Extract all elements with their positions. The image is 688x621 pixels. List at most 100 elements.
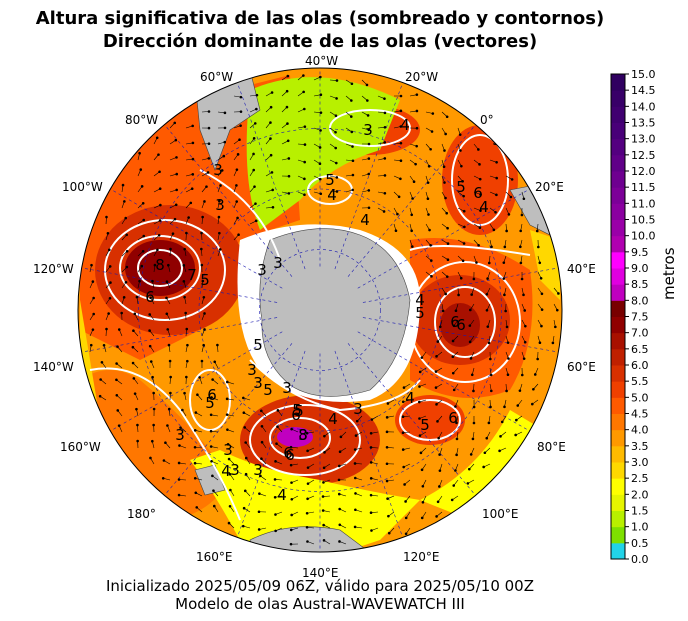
- longitude-label: 120°W: [33, 262, 74, 276]
- colorbar-segment: [611, 74, 625, 91]
- colorbar-tick-label: 4.0: [631, 424, 649, 437]
- contour-label: 4: [327, 186, 337, 204]
- colorbar-segment: [611, 542, 625, 560]
- contour-label: 4: [405, 389, 415, 407]
- contour-label: 3: [353, 400, 363, 418]
- contour-label: 6: [283, 444, 293, 462]
- colorbar-tick-label: 11.5: [631, 181, 656, 194]
- colorbar-segment: [611, 445, 625, 463]
- contour-label: 6: [450, 313, 460, 331]
- colorbar-segment: [611, 203, 625, 220]
- contour-label: 4: [221, 462, 231, 480]
- longitude-label: 140°W: [33, 360, 74, 374]
- colorbar-segment: [611, 397, 625, 414]
- colorbar-segment: [611, 429, 625, 447]
- longitude-label: 60°W: [200, 70, 234, 84]
- colorbar-segment: [611, 268, 625, 285]
- contour-label: 5: [456, 178, 466, 196]
- colorbar-segment: [611, 348, 625, 366]
- colorbar-tick-label: 15.0: [631, 68, 656, 81]
- colorbar-segment: [611, 284, 625, 301]
- colorbar-tick-label: 7.0: [631, 327, 649, 340]
- colorbar-tick-label: 5.0: [631, 391, 649, 404]
- colorbar-tick-label: 1.5: [631, 505, 649, 518]
- colorbar-tick-label: 12.5: [631, 149, 656, 162]
- longitude-label: 160°E: [196, 550, 233, 564]
- contour-label: 4: [400, 116, 410, 134]
- longitude-label: 100°W: [62, 180, 103, 194]
- colorbar-segment: [611, 154, 625, 172]
- contour-label: 4: [360, 211, 370, 229]
- wave-direction-vectors: [89, 74, 560, 546]
- contour-label: 3: [230, 461, 240, 479]
- colorbar-tick-label: 11.0: [631, 197, 656, 210]
- contour-label: 6: [473, 184, 483, 202]
- contour-label: 7: [187, 266, 197, 284]
- longitude-label: 0°: [480, 113, 494, 127]
- longitude-label: 80°E: [537, 440, 566, 454]
- colorbar-segment: [611, 90, 625, 107]
- wave-peak-south: [277, 427, 313, 447]
- longitude-label: 60°E: [567, 360, 596, 374]
- contour-label: 3: [253, 374, 263, 392]
- colorbar-units: metros: [660, 247, 678, 300]
- colorbar-segment: [611, 462, 625, 479]
- colorbar-tick-label: 4.5: [631, 408, 649, 421]
- colorbar-segment: [611, 478, 625, 495]
- contour-label: 6: [291, 406, 301, 424]
- contour-label: 3: [213, 161, 223, 179]
- colorbar-segment: [611, 332, 625, 350]
- contour-label: 3: [215, 196, 225, 214]
- contour-label: 5: [200, 271, 210, 289]
- colorbar-tick-label: 0.0: [631, 553, 649, 566]
- graticule: [81, 68, 559, 552]
- colorbar-tick-label: 2.0: [631, 488, 649, 501]
- colorbar-tick-label: 10.5: [631, 214, 656, 227]
- contour-label: 4: [415, 291, 425, 309]
- contour-label: 3: [273, 254, 283, 272]
- contour-label: 6: [145, 288, 155, 306]
- colorbar-tick-label: 2.5: [631, 472, 649, 485]
- longitude-label: 20°E: [535, 180, 564, 194]
- map-subtitle: Dirección dominante de las olas (vectore…: [102, 31, 538, 52]
- colorbar-tick-label: 14.0: [631, 100, 656, 113]
- colorbar-segment: [611, 526, 625, 544]
- longitude-label: 20°W: [405, 70, 439, 84]
- colorbar-tick-label: 8.5: [631, 278, 649, 291]
- colorbar-segment: [611, 106, 625, 123]
- colorbar-segment: [611, 138, 625, 156]
- contour-label: 8: [298, 426, 308, 444]
- colorbar-segment: [611, 171, 625, 188]
- colorbar-tick-label: 9.5: [631, 246, 649, 259]
- low-wave-region-south: [190, 450, 420, 552]
- colorbar-segment: [611, 187, 625, 204]
- contour-label: 3: [247, 361, 257, 379]
- contour-label: 3: [253, 461, 263, 479]
- longitude-label: 140°E: [302, 566, 339, 580]
- wave-core-west: [125, 240, 195, 296]
- longitude-label: 100°E: [482, 507, 519, 521]
- colorbar-tick-label: 8.0: [631, 294, 649, 307]
- longitude-label: 180°: [127, 507, 156, 521]
- colorbar-tick-label: 5.5: [631, 375, 649, 388]
- colorbar-segment: [611, 251, 625, 269]
- caption-model: Modelo de olas Austral-WAVEWATCH III: [175, 595, 465, 613]
- contour-label: 3: [298, 426, 308, 444]
- wave-core-east: [440, 303, 480, 347]
- wave-contours: [89, 109, 531, 521]
- colorbar-tick-label: 13.0: [631, 133, 656, 146]
- colorbar-segment: [611, 300, 625, 317]
- contour-label: 3: [175, 426, 185, 444]
- colorbar-segment: [611, 235, 625, 253]
- contour-label: 5: [325, 171, 335, 189]
- longitude-label: 40°W: [305, 54, 339, 68]
- contour-label: 6: [448, 409, 458, 427]
- contour-label: 5: [415, 304, 425, 322]
- contour-label: 3: [257, 261, 267, 279]
- colorbar-tick-label: 12.0: [631, 165, 656, 178]
- contour-label: 5: [263, 381, 273, 399]
- colorbar-tick-label: 6.0: [631, 359, 649, 372]
